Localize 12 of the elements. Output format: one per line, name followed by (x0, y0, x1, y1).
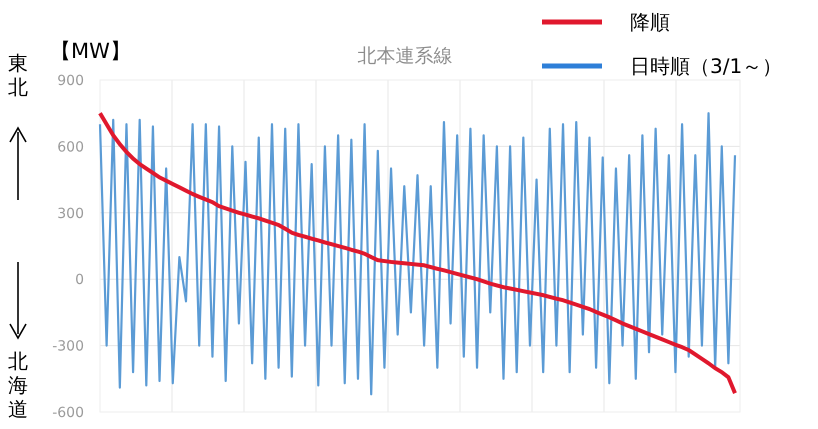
y-tick-label: 0 (75, 272, 84, 288)
y-tick-label: 900 (57, 73, 84, 89)
y-tick-label: 300 (57, 206, 84, 222)
y-tick-label: -300 (52, 338, 84, 355)
y-tick-label: 600 (57, 139, 84, 156)
chart-title: 北本連系線 (358, 45, 452, 67)
legend-label: 降順 (630, 10, 670, 34)
y-axis-title: 【MW】 (50, 39, 131, 63)
y-tick-label: -600 (52, 405, 84, 421)
text: 北海道 (8, 349, 28, 421)
legend: 降順 日時順（3/1～） (542, 10, 782, 78)
text: 東北 (8, 51, 28, 99)
